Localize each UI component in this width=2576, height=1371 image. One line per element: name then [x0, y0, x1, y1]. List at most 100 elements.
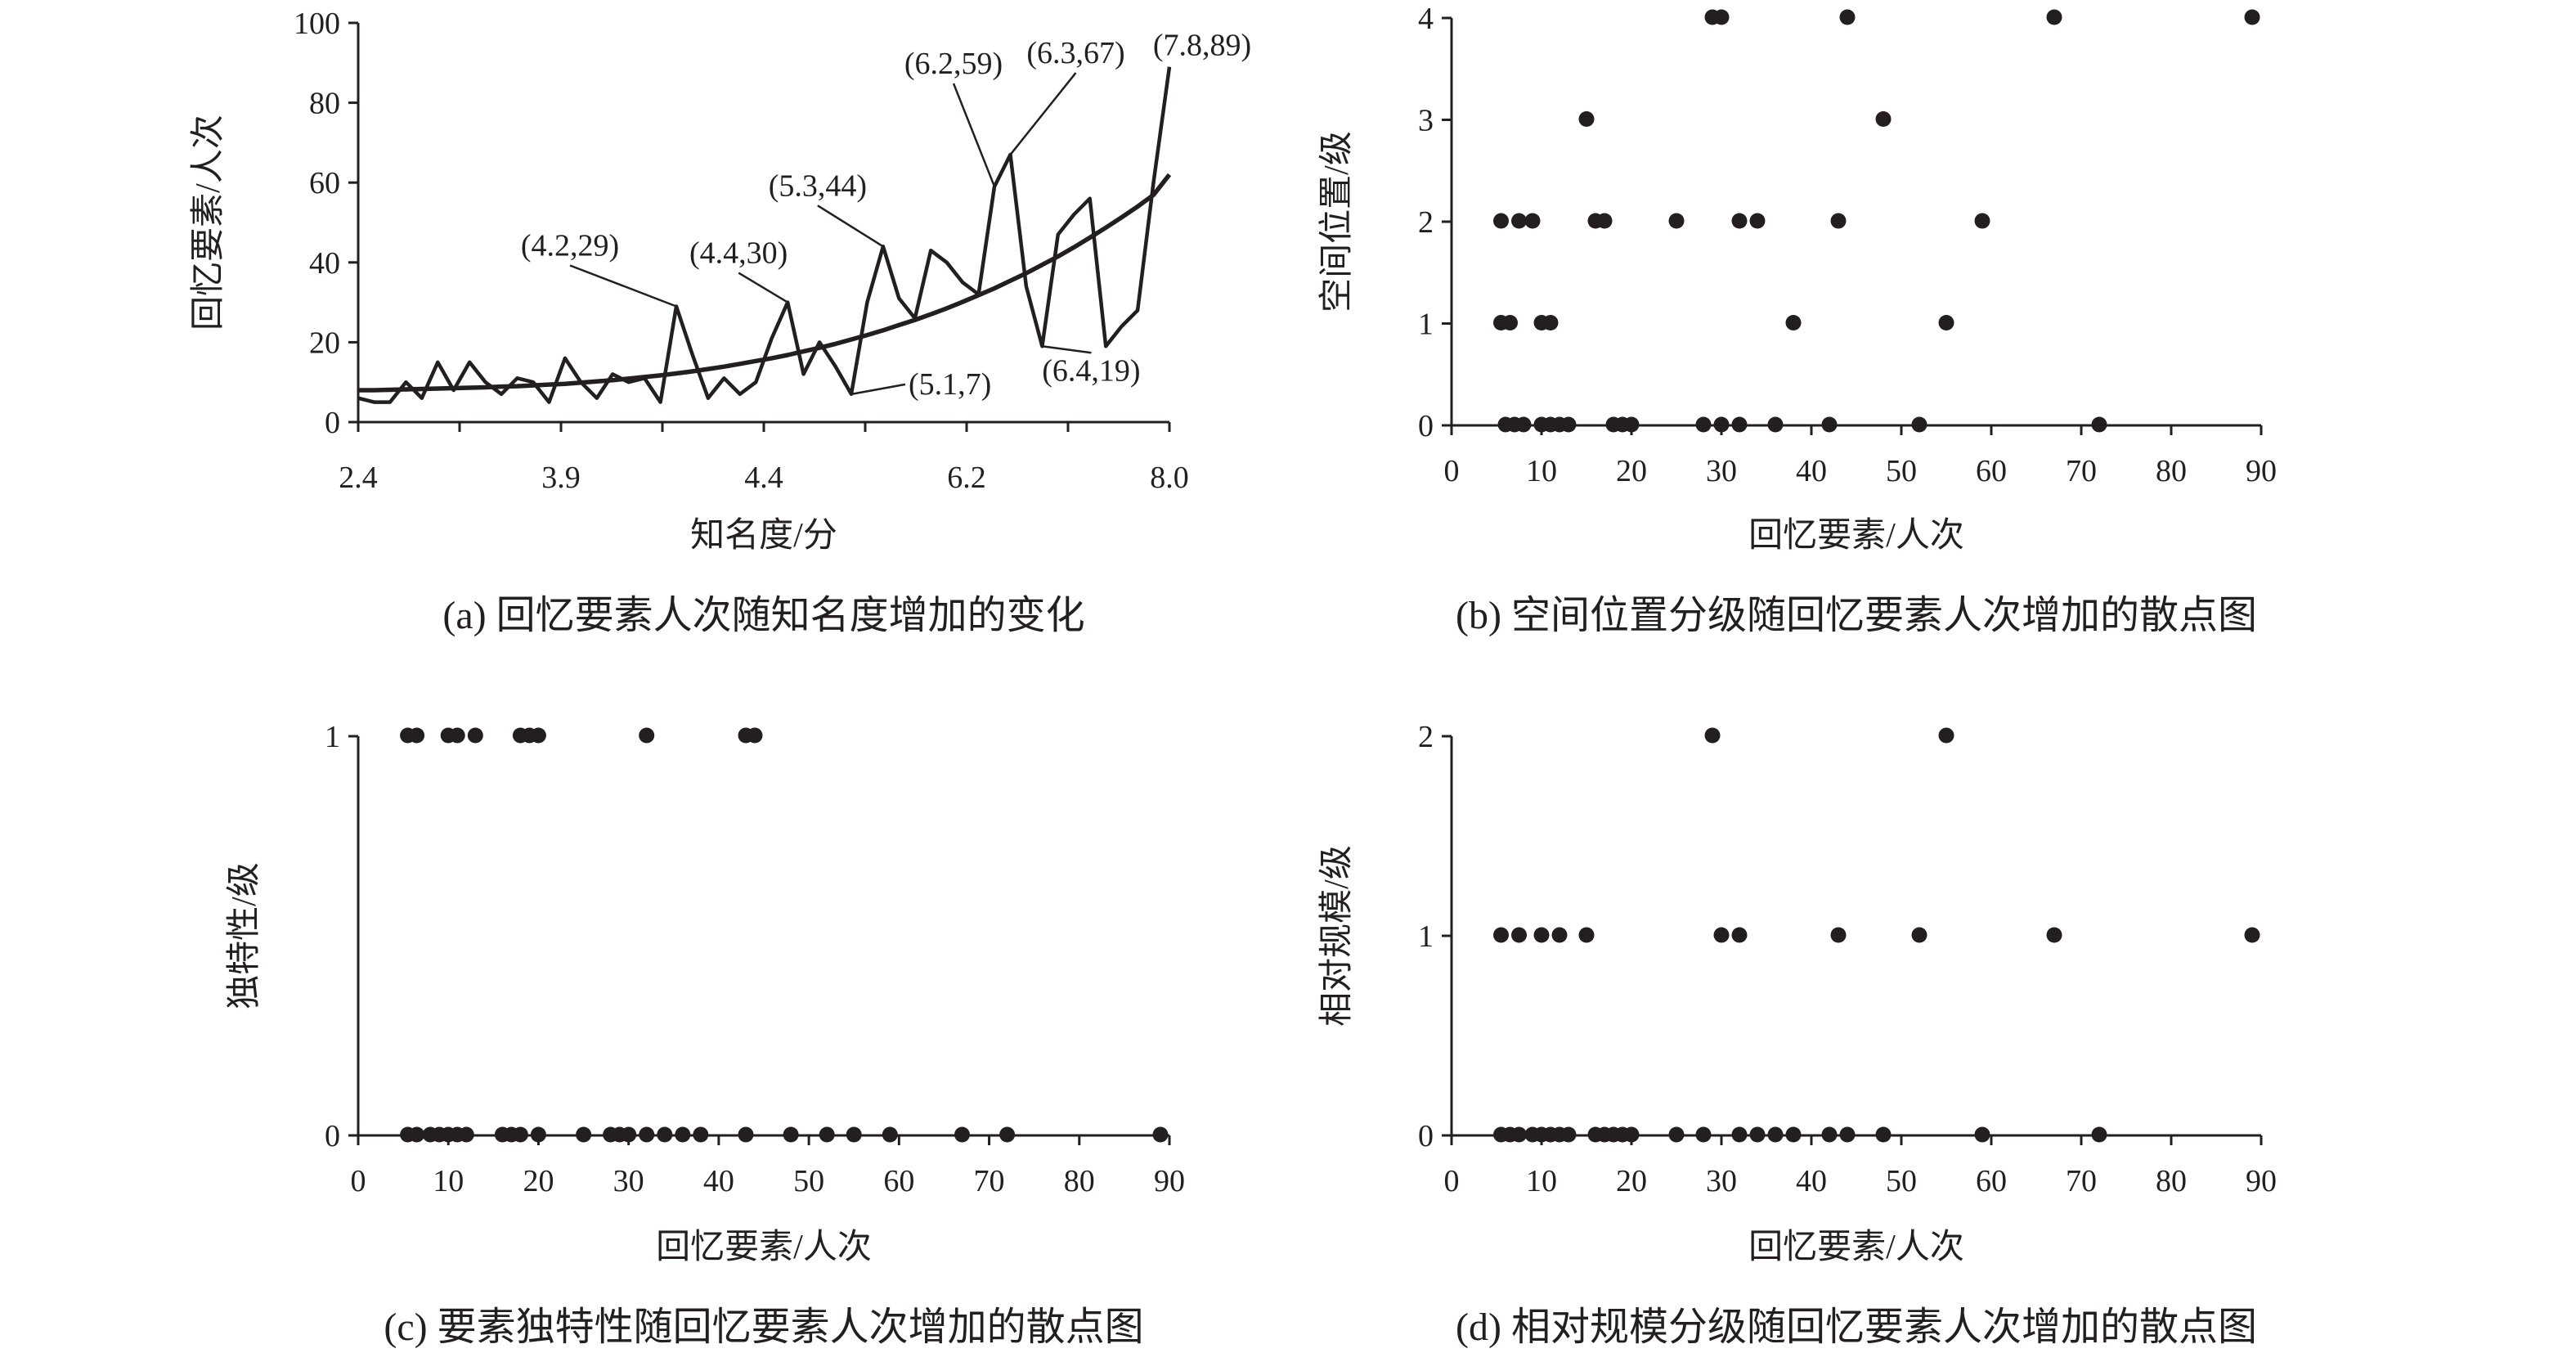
data-point [1551, 927, 1568, 943]
data-point [1713, 9, 1730, 25]
x-tick-label: 60 [883, 1164, 914, 1198]
x-tick-label: 10 [1526, 1164, 1557, 1198]
data-point [512, 1126, 528, 1143]
data-point [1911, 927, 1928, 943]
data-point [1668, 1126, 1685, 1143]
panel-caption: (d) 相对规模分级随回忆要素人次增加的散点图 [1456, 1306, 2257, 1349]
data-point [1511, 927, 1527, 943]
data-point [1493, 213, 1509, 229]
x-tick-label: 60 [1976, 454, 2007, 488]
data-point [1623, 1126, 1640, 1143]
y-tick-label: 0 [1418, 409, 1434, 443]
data-point [738, 1126, 754, 1143]
data-point [1533, 927, 1550, 943]
y-tick-label: 2 [1418, 720, 1434, 754]
data-point [458, 1126, 474, 1143]
data-point [576, 1126, 592, 1143]
x-tick-label: 50 [1886, 1164, 1917, 1198]
data-point [2244, 9, 2260, 25]
data-point [747, 727, 763, 744]
x-tick-label: 0 [351, 1164, 366, 1198]
data-point [1785, 315, 1802, 330]
data-point [954, 1126, 970, 1143]
data-point [999, 1126, 1016, 1143]
panel-caption: (a) 回忆要素人次随知名度增加的变化 [442, 594, 1084, 637]
y-tick-label: 80 [309, 87, 340, 121]
annotation-label: (5.3,44) [769, 169, 867, 203]
annotation-leader-line [738, 272, 788, 303]
x-tick-label: 50 [1886, 454, 1917, 488]
x-axis-label: 回忆要素/人次 [656, 1229, 872, 1266]
data-point [1830, 927, 1847, 943]
data-point [449, 727, 465, 744]
annotation-leader-line [817, 205, 884, 248]
data-point [1731, 213, 1748, 229]
series-line-2 [358, 173, 1172, 393]
data-point [2244, 927, 2260, 943]
annotation-label: (6.2,59) [904, 47, 1003, 81]
y-axis-label: 回忆要素/人次 [190, 115, 227, 330]
data-point [1731, 416, 1748, 433]
x-tick-label: 0 [1444, 454, 1460, 488]
x-tick-label: 10 [1526, 454, 1557, 488]
data-point [1596, 213, 1613, 229]
x-tick-label: 80 [2156, 454, 2187, 488]
data-point [1704, 727, 1721, 744]
data-point [1767, 1126, 1784, 1143]
chart-panel-a: 0 20 40 60 80 100 2.4 3.9 4.4 6.2 8.0 (4.2,29) (4.4,… [190, 7, 1251, 637]
data-point [1974, 1126, 1990, 1143]
data-point [1875, 1126, 1892, 1143]
data-point [1623, 416, 1640, 433]
x-tick-label: 80 [1064, 1164, 1095, 1198]
annotation-label: (4.4,30) [689, 236, 788, 271]
data-point [1578, 927, 1595, 943]
data-point [1524, 213, 1541, 229]
x-tick-label: 4.4 [744, 461, 783, 495]
y-tick-label: 0 [1418, 1119, 1434, 1153]
data-point [1785, 1126, 1802, 1143]
y-tick-label: 40 [309, 246, 340, 281]
panel-caption: (b) 空间位置分级随回忆要素人次增加的散点图 [1456, 594, 2257, 637]
y-axis-label: 相对规模/级 [1318, 845, 1356, 1027]
x-axis-label: 知名度/分 [690, 517, 837, 555]
data-point [1911, 416, 1928, 433]
y-tick-label: 4 [1418, 2, 1434, 36]
data-point [1542, 315, 1559, 330]
x-tick-label: 30 [613, 1164, 644, 1198]
data-point [639, 727, 655, 744]
x-axis-label: 回忆要素/人次 [1748, 517, 1964, 555]
x-tick-label: 70 [2066, 1164, 2097, 1198]
x-tick-label: 40 [1796, 454, 1827, 488]
data-point [2046, 9, 2062, 25]
x-tick-label: 70 [2066, 454, 2097, 488]
annotation-leader-line [1009, 72, 1077, 155]
y-axis-label: 独特性/级 [226, 862, 263, 1009]
x-tick-label: 20 [523, 1164, 554, 1198]
data-point [1767, 416, 1784, 433]
data-point [621, 1126, 637, 1143]
y-tick-label: 1 [1418, 919, 1434, 954]
data-point [675, 1126, 691, 1143]
data-point [1511, 1126, 1527, 1143]
data-point [1938, 315, 1954, 330]
x-tick-label: 20 [1616, 454, 1647, 488]
y-tick-label: 20 [309, 326, 340, 360]
x-axis-label: 回忆要素/人次 [1748, 1229, 1964, 1266]
data-point [693, 1126, 709, 1143]
data-point [530, 727, 546, 744]
x-tick-label: 40 [1796, 1164, 1827, 1198]
data-point [2091, 416, 2107, 433]
x-tick-label: 0 [1444, 1164, 1460, 1198]
data-point [1839, 1126, 1856, 1143]
x-tick-label: 50 [793, 1164, 824, 1198]
data-point [1695, 1126, 1712, 1143]
annotation-leader-line [952, 83, 996, 187]
data-point [1695, 416, 1712, 433]
x-tick-label: 3.9 [541, 461, 581, 495]
x-tick-label: 90 [2246, 454, 2277, 488]
data-point [657, 1126, 673, 1143]
data-point [1668, 213, 1685, 229]
y-axis-label: 空间位置/级 [1317, 131, 1356, 312]
